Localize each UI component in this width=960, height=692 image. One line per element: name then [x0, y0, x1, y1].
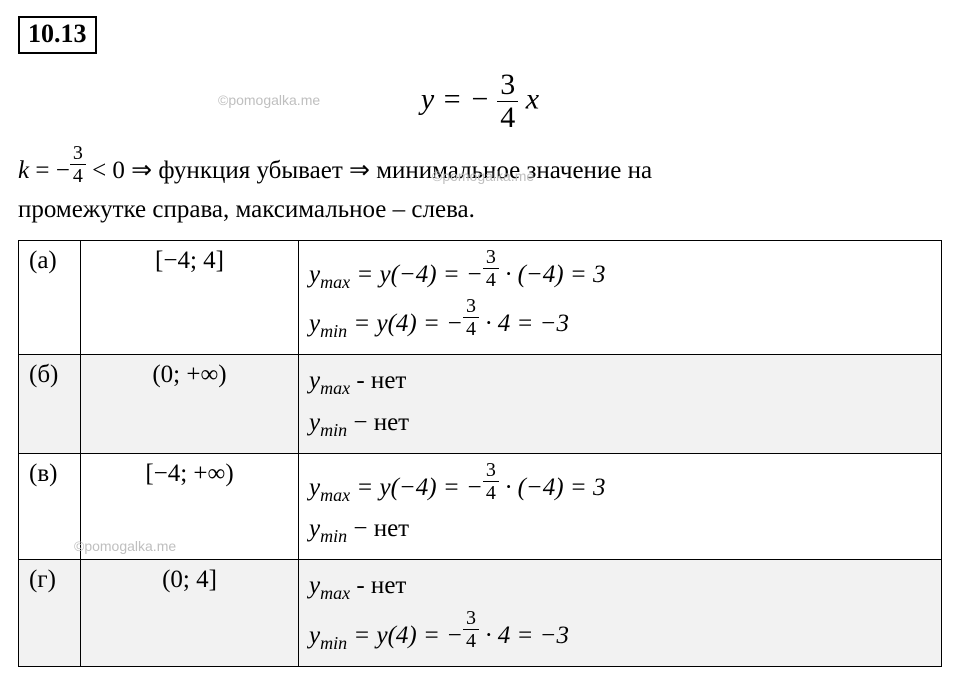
expl-text1: функция убывает ⇒ минимальное значение н…	[158, 157, 652, 184]
problem-number: 10.13	[18, 16, 97, 54]
explanation: k = −34 < 0 ⇒ функция убывает ⇒ минималь…	[18, 143, 942, 230]
result-line: ymax = y(−4) = −34 · (−4) = 3	[309, 460, 931, 510]
table-row: (в)[−4; +∞)ymax = y(−4) = −34 · (−4) = 3…	[19, 453, 942, 560]
expl-frac-num: 3	[70, 143, 86, 165]
row-interval: [−4; 4]	[81, 240, 299, 355]
eq-rhs-var: x	[526, 82, 539, 115]
result-line: ymin − нет	[309, 403, 931, 445]
expl-eq1: = −	[29, 157, 70, 184]
row-interval: (0; 4]	[81, 560, 299, 667]
table-row: (г)(0; 4]ymax - нетymin = y(4) = −34 · 4…	[19, 560, 942, 667]
row-interval: (0; +∞)	[81, 355, 299, 454]
result-line: ymin − нет	[309, 509, 931, 551]
expl-lt: < 0 ⇒	[86, 157, 159, 184]
result-line: ymin = y(4) = −34 · 4 = −3	[309, 608, 931, 658]
k-label: k	[18, 157, 29, 184]
eq-neg: −	[470, 82, 490, 115]
results-table: (а)[−4; 4]ymax = y(−4) = −34 · (−4) = 3y…	[18, 240, 942, 667]
result-line: ymax - нет	[309, 566, 931, 608]
result-line: ymax - нет	[309, 361, 931, 403]
eq-fraction: 3 4	[497, 70, 518, 133]
eq-lhs: y	[421, 82, 434, 115]
row-result: ymax = y(−4) = −34 · (−4) = 3ymin = y(4)…	[299, 240, 942, 355]
table-row: (б)(0; +∞)ymax - нетymin − нет	[19, 355, 942, 454]
result-line: ymax = y(−4) = −34 · (−4) = 3	[309, 247, 931, 297]
eq-equals: =	[442, 82, 462, 115]
expl-frac-den: 4	[70, 165, 86, 186]
row-result: ymax - нетymin − нет	[299, 355, 942, 454]
row-result: ymax - нетymin = y(4) = −34 · 4 = −3	[299, 560, 942, 667]
expl-fraction: 34	[70, 143, 86, 186]
table-row: (а)[−4; 4]ymax = y(−4) = −34 · (−4) = 3y…	[19, 240, 942, 355]
row-label: (в)	[19, 453, 81, 560]
eq-frac-num: 3	[497, 70, 518, 102]
row-label: (а)	[19, 240, 81, 355]
eq-frac-den: 4	[497, 102, 518, 133]
row-interval: [−4; +∞)	[81, 453, 299, 560]
row-label: (б)	[19, 355, 81, 454]
row-label: (г)	[19, 560, 81, 667]
expl-text2: промежутке справа, максимальное – слева.	[18, 196, 475, 223]
result-line: ymin = y(4) = −34 · 4 = −3	[309, 296, 931, 346]
main-equation: y = − 3 4 x	[18, 70, 942, 133]
row-result: ymax = y(−4) = −34 · (−4) = 3ymin − нет	[299, 453, 942, 560]
